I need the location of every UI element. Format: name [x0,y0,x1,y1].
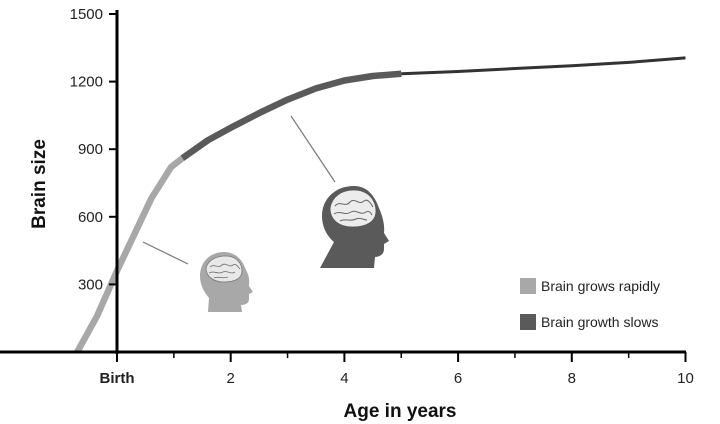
legend: Brain grows rapidly Brain growth slows [520,278,660,330]
x-tick-label-4: 4 [340,370,348,387]
series-line-2 [401,56,686,76]
legend-label-rapid: Brain grows rapidly [541,278,660,294]
child-head-icon [320,186,389,268]
x-tick-label-0: Birth [100,370,135,387]
x-tick-label-2: 2 [227,370,235,387]
y-tick-label-900: 900 [78,141,103,158]
y-tick-label-1500: 1500 [70,6,103,23]
infant-head-icon [200,252,253,312]
y-axis-title: Brain size [29,139,50,229]
legend-label-slow: Brain growth slows [541,314,659,330]
legend-swatch-slow [520,314,536,330]
x-tick-label-6: 6 [454,370,462,387]
x-tick-label-10: 10 [677,370,694,387]
leader-line-infant [142,241,189,265]
y-tick-label-600: 600 [78,209,103,226]
y-tick-label-1200: 1200 [70,74,103,91]
series-line-0 [74,155,185,354]
series-lines [74,56,686,354]
y-tick-label-300: 300 [78,276,103,293]
ticks: 300 600 900 1200 1500 Birth 2 4 6 8 10 [70,6,694,387]
series-line-1 [180,70,402,161]
legend-swatch-rapid [520,278,536,294]
x-tick-label-8: 8 [568,370,576,387]
leader-line-child [290,115,336,183]
x-axis-title: Age in years [344,401,457,422]
